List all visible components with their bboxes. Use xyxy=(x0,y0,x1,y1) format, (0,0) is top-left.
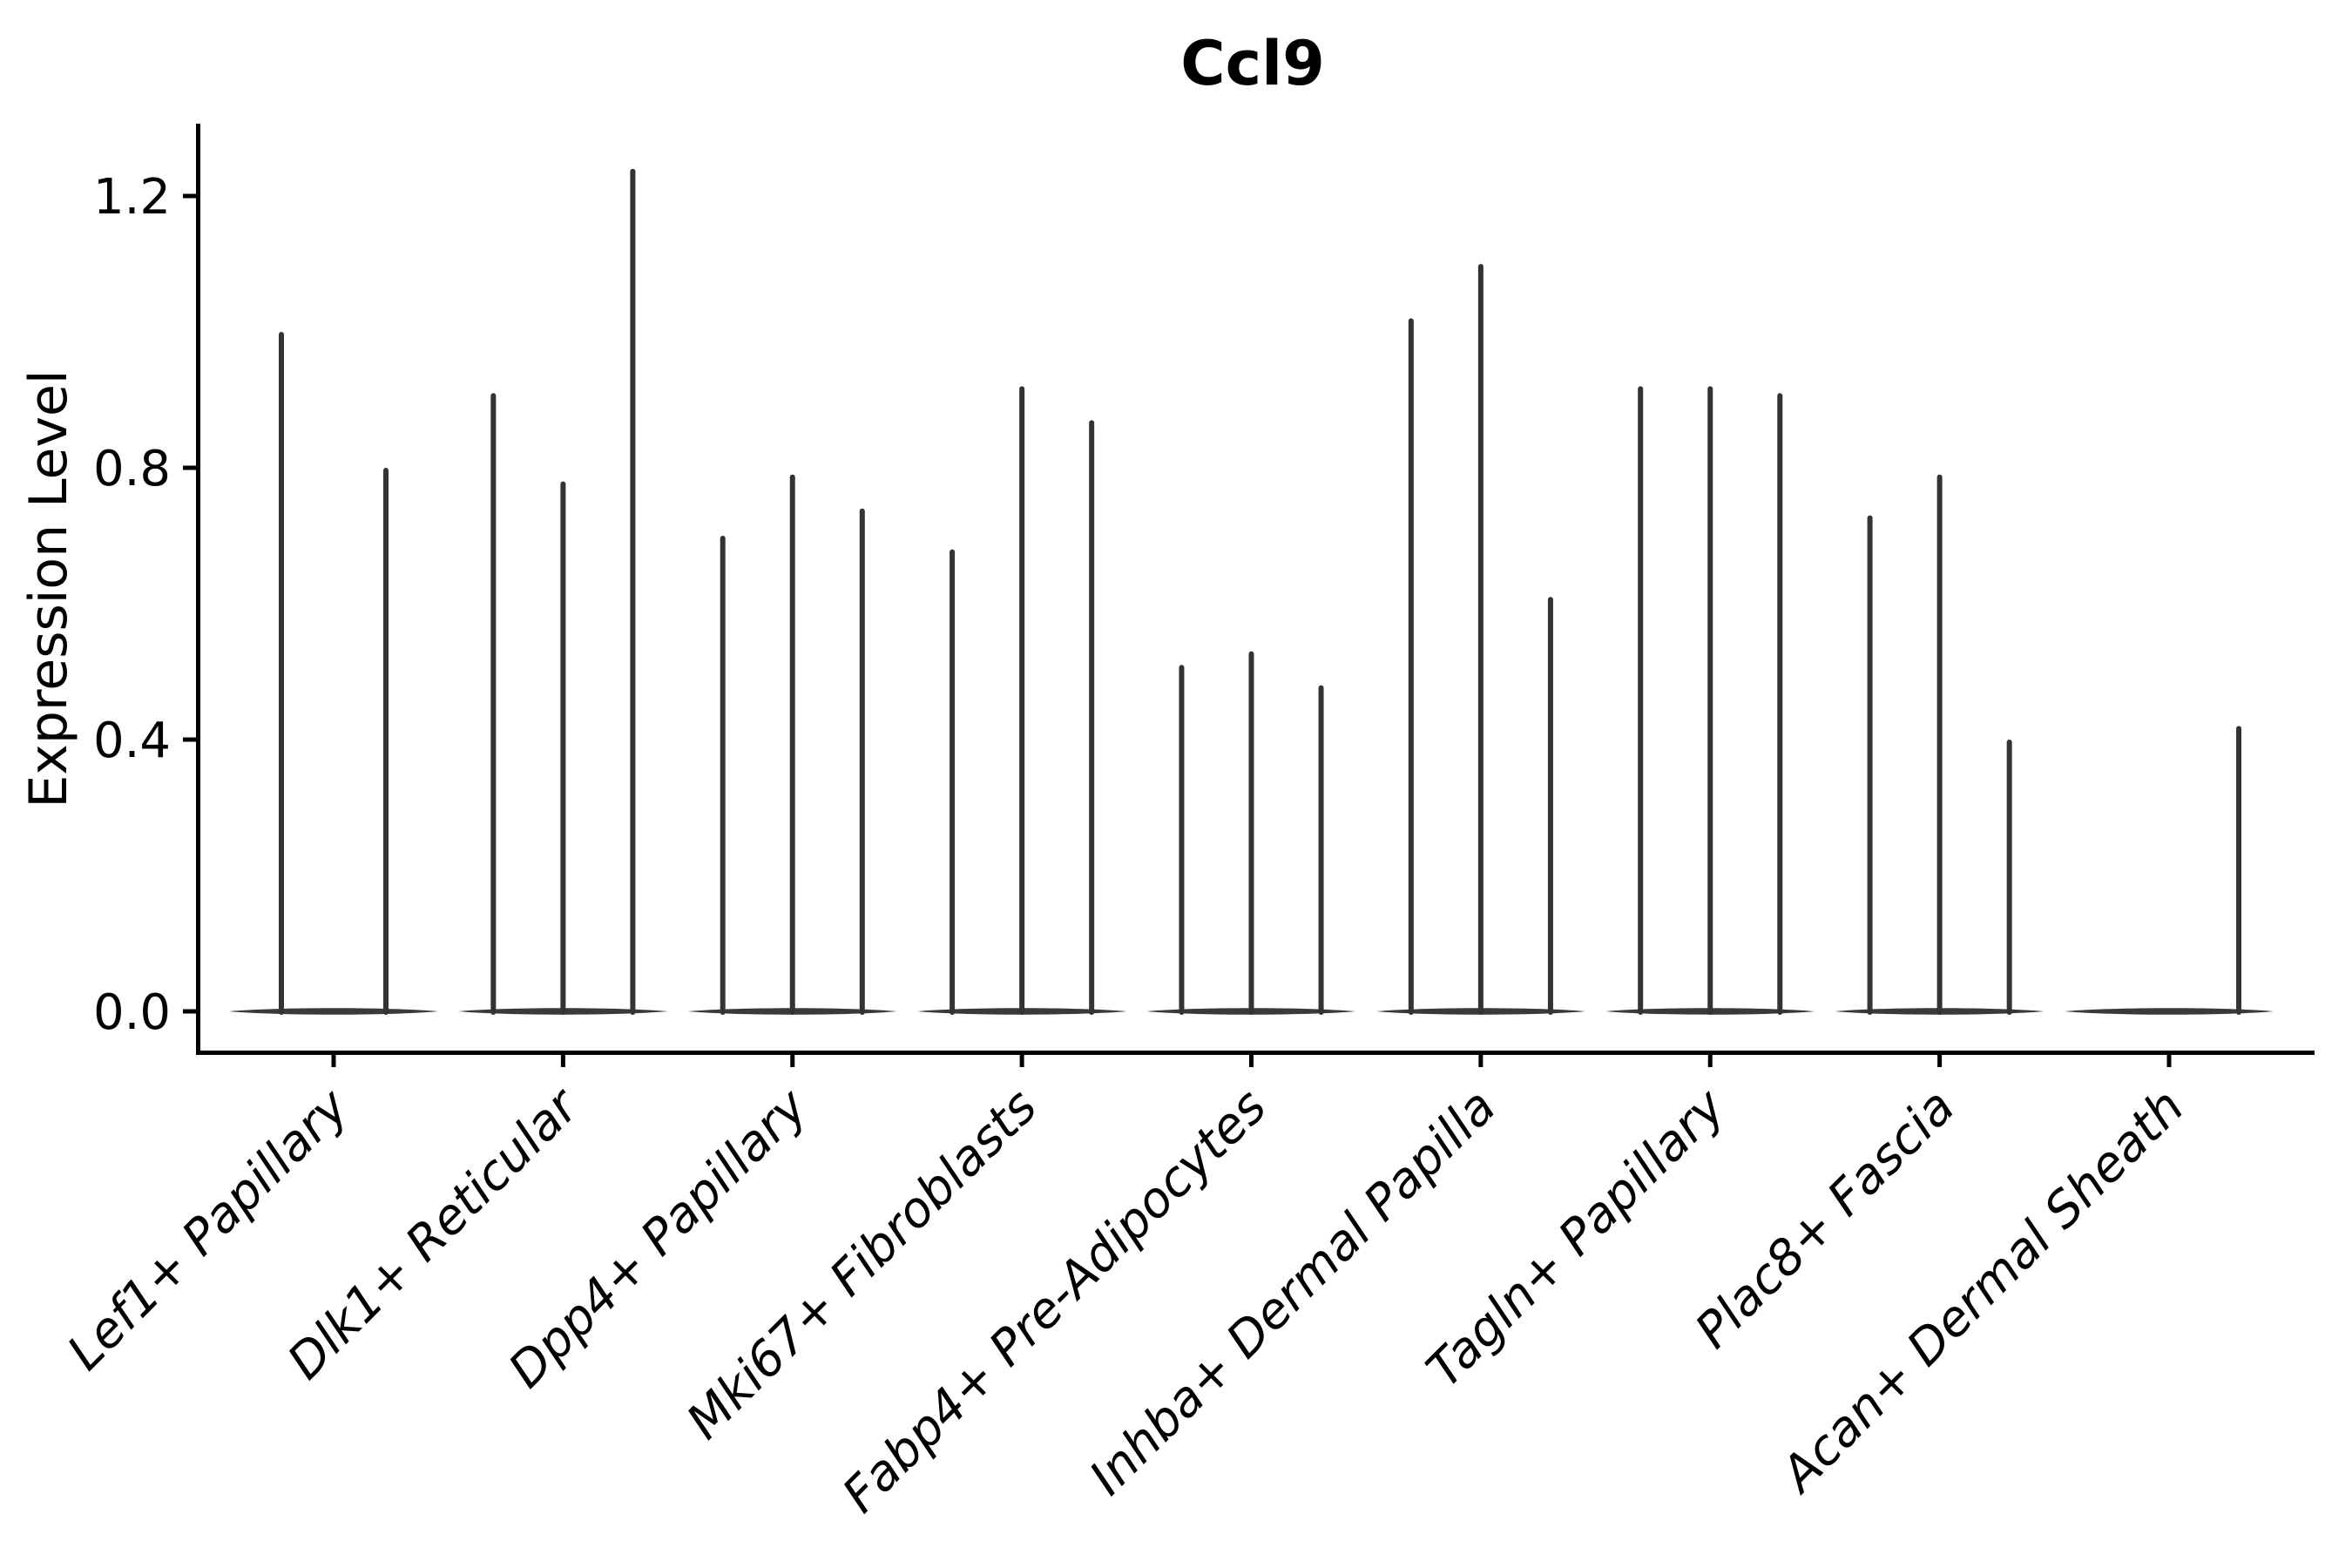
y-tick-label: 0.8 xyxy=(93,441,171,497)
x-tick-label: Inhba+ Dermal Papilla xyxy=(1079,1078,1507,1506)
y-axis-label: Expression Level xyxy=(18,369,79,808)
violin xyxy=(1375,264,1585,1015)
y-tick-label: 1.2 xyxy=(93,169,171,226)
x-tick-label: Fabp4+ Pre-Adipocytes xyxy=(832,1078,1277,1524)
x-tick-label: Acan+ Dermal Sheath xyxy=(1769,1078,2195,1504)
violin-base xyxy=(229,1008,438,1015)
violin xyxy=(917,386,1127,1015)
violin xyxy=(458,168,668,1015)
violin xyxy=(1605,386,1815,1015)
violin xyxy=(229,332,438,1015)
violin xyxy=(1835,474,2044,1015)
violin xyxy=(2065,726,2274,1015)
violin-base xyxy=(2065,1008,2274,1015)
y-tick-label: 0.0 xyxy=(93,984,171,1041)
violin xyxy=(687,474,897,1015)
violin xyxy=(1146,651,1356,1015)
chart-title: Ccl9 xyxy=(1180,28,1325,99)
y-tick-label: 0.4 xyxy=(93,713,171,769)
